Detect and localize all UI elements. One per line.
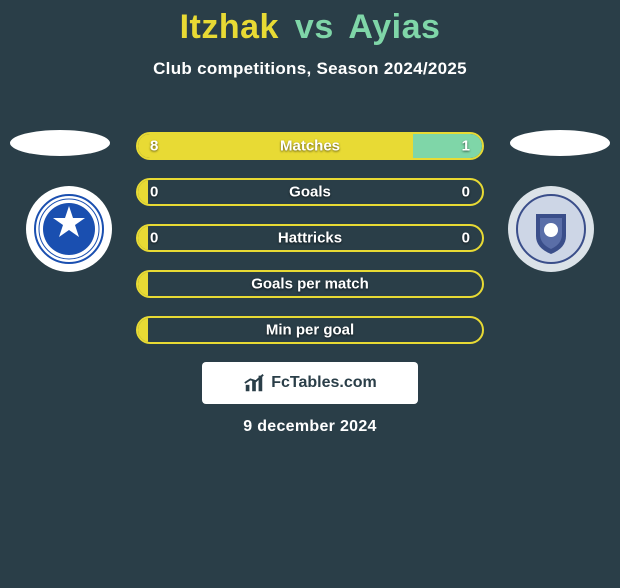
brand-badge: FcTables.com: [202, 362, 418, 404]
player1-photo-placeholder: [10, 130, 110, 156]
stats-container: 8 Matches 1 0 Goals 0 0 Hattricks 0 Goal…: [136, 132, 484, 362]
club-badge-right: [508, 186, 594, 272]
stat-value-left: 0: [150, 230, 158, 247]
stat-value-left: 0: [150, 184, 158, 201]
player2-photo-placeholder: [510, 130, 610, 156]
bar-fill-left: [138, 272, 148, 296]
stat-value-right: 1: [462, 138, 470, 155]
player2-name: Ayias: [348, 8, 440, 46]
bar-fill-left: [138, 180, 148, 204]
player1-name: Itzhak: [180, 8, 279, 46]
club-crest-right-icon: [516, 194, 586, 264]
page-title: Itzhak vs Ayias: [0, 8, 620, 47]
bar-fill-right: [413, 134, 482, 158]
stat-label: Goals per match: [251, 276, 369, 293]
club-badge-left: [26, 186, 112, 272]
stat-label: Matches: [280, 138, 340, 155]
bar-chart-icon: [243, 372, 265, 394]
stat-bar-matches: 8 Matches 1: [136, 132, 484, 160]
date-label: 9 december 2024: [243, 418, 376, 436]
bar-fill-left: [138, 226, 148, 250]
bar-fill-left: [138, 318, 148, 342]
stat-value-right: 0: [462, 230, 470, 247]
club-crest-left-icon: [34, 194, 104, 264]
brand-text: FcTables.com: [271, 374, 377, 392]
stat-value-right: 0: [462, 184, 470, 201]
stat-value-left: 8: [150, 138, 158, 155]
stat-bar-goals-per-match: Goals per match: [136, 270, 484, 298]
subtitle: Club competitions, Season 2024/2025: [0, 59, 620, 79]
vs-label: vs: [295, 8, 334, 46]
stat-label: Hattricks: [278, 230, 342, 247]
stat-bar-goals: 0 Goals 0: [136, 178, 484, 206]
stat-bar-hattricks: 0 Hattricks 0: [136, 224, 484, 252]
stat-bar-min-per-goal: Min per goal: [136, 316, 484, 344]
stat-label: Goals: [289, 184, 331, 201]
bar-fill-left: [138, 134, 413, 158]
stat-label: Min per goal: [266, 322, 354, 339]
